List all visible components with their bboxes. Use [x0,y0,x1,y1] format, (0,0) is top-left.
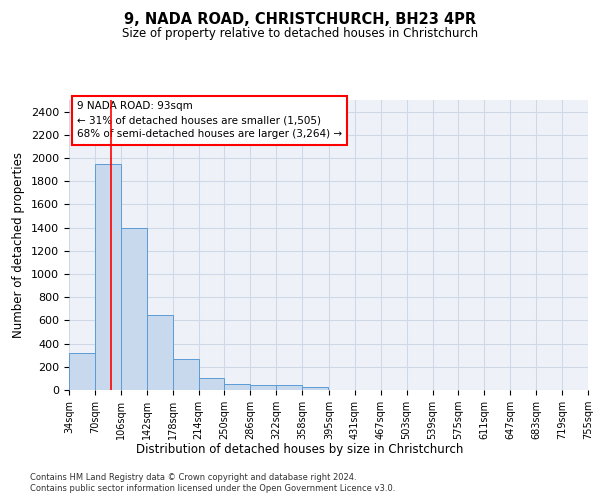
Bar [69,353,95,390]
Bar [302,387,328,390]
Text: Size of property relative to detached houses in Christchurch: Size of property relative to detached ho… [122,28,478,40]
Y-axis label: Number of detached properties: Number of detached properties [13,152,25,338]
Bar [250,386,277,390]
Text: 9, NADA ROAD, CHRISTCHURCH, BH23 4PR: 9, NADA ROAD, CHRISTCHURCH, BH23 4PR [124,12,476,28]
Bar [95,164,121,390]
Text: 9 NADA ROAD: 93sqm
← 31% of detached houses are smaller (1,505)
68% of semi-deta: 9 NADA ROAD: 93sqm ← 31% of detached hou… [77,102,342,140]
Text: Distribution of detached houses by size in Christchurch: Distribution of detached houses by size … [136,442,464,456]
Bar [173,358,199,390]
Text: Contains public sector information licensed under the Open Government Licence v3: Contains public sector information licen… [30,484,395,493]
Bar [147,314,173,390]
Bar [121,228,147,390]
Bar [277,386,302,390]
Bar [199,378,224,390]
Text: Contains HM Land Registry data © Crown copyright and database right 2024.: Contains HM Land Registry data © Crown c… [30,472,356,482]
Bar [224,384,250,390]
